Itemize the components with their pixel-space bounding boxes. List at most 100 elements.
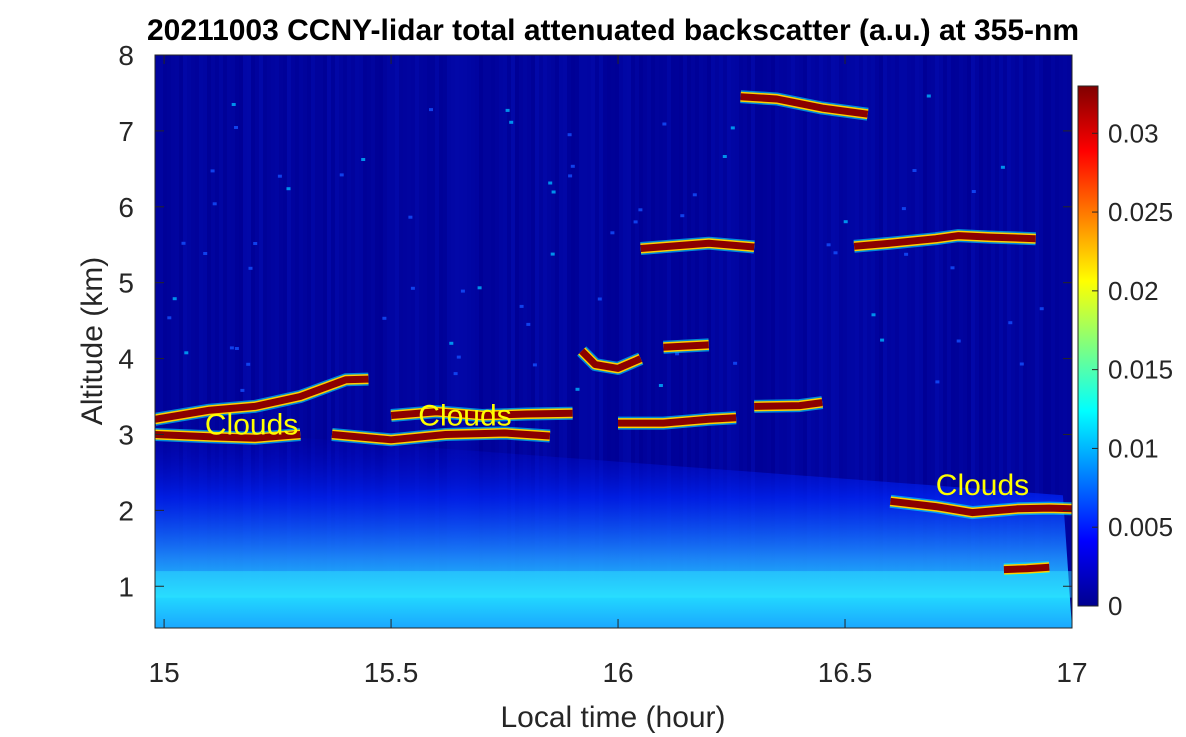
speckle bbox=[277, 174, 282, 178]
cloud-layers bbox=[155, 90, 1072, 577]
profile-stripe bbox=[171, 55, 175, 628]
speckle bbox=[229, 346, 234, 350]
boundary-layer-aerosol bbox=[155, 426, 1072, 628]
profile-stripe bbox=[547, 55, 551, 628]
profile-stripe bbox=[299, 55, 303, 628]
speckle bbox=[231, 103, 236, 106]
speckle bbox=[1019, 362, 1024, 366]
profile-stripe bbox=[475, 55, 479, 628]
speckle bbox=[509, 120, 514, 124]
x-axis: 15 15.5 16 16.5 17 bbox=[149, 55, 1088, 688]
profile-stripe bbox=[219, 55, 223, 628]
profile-stripe bbox=[267, 55, 271, 628]
speckle bbox=[456, 355, 461, 359]
chart-title: 20211003 CCNY-lidar total attenuated bac… bbox=[147, 14, 1079, 47]
cloud-layer-low-1 bbox=[155, 428, 301, 445]
cloud-layer-low-right bbox=[889, 494, 1072, 520]
colorbar-tick-label: 0.03 bbox=[1108, 118, 1159, 148]
profile-stripe bbox=[487, 55, 491, 628]
profile-stripe bbox=[751, 55, 755, 628]
profile-stripe bbox=[471, 55, 475, 628]
speckle bbox=[449, 341, 454, 345]
profile-stripe bbox=[499, 55, 503, 628]
profile-stripe bbox=[523, 55, 527, 628]
profile-stripe bbox=[1051, 55, 1055, 628]
profile-stripe bbox=[155, 55, 159, 628]
profile-stripe bbox=[659, 55, 663, 628]
speckle bbox=[248, 266, 253, 270]
speckle bbox=[568, 174, 573, 178]
profile-stripe bbox=[743, 55, 747, 628]
profile-stripe bbox=[971, 55, 975, 628]
y-tick-label: 7 bbox=[118, 116, 134, 147]
profile-stripe bbox=[871, 55, 875, 628]
profile-stripe bbox=[327, 55, 331, 628]
colorbar-tick-label: 0.025 bbox=[1108, 197, 1173, 227]
speckle bbox=[210, 169, 215, 173]
profile-stripe bbox=[211, 55, 215, 628]
speckle bbox=[339, 173, 344, 177]
profile-stripe bbox=[811, 55, 815, 628]
colorbar-tick-label: 0.015 bbox=[1108, 355, 1173, 385]
profile-stripe bbox=[503, 55, 507, 628]
profile-stripe bbox=[339, 55, 343, 628]
profile-stripe bbox=[787, 55, 791, 628]
speckle bbox=[1000, 165, 1005, 169]
x-axis-label: Local time (hour) bbox=[500, 701, 725, 734]
profile-stripe bbox=[511, 55, 515, 628]
profile-stripe bbox=[447, 55, 451, 628]
profile-stripe bbox=[819, 55, 823, 628]
speckle bbox=[730, 126, 735, 130]
speckle bbox=[167, 316, 172, 320]
profile-stripe bbox=[551, 55, 555, 628]
profile-stripe bbox=[319, 55, 323, 628]
plot-frame bbox=[154, 54, 1073, 629]
cloud-layer-mid-4 bbox=[754, 396, 824, 413]
profile-stripe bbox=[1027, 55, 1031, 628]
profile-stripe bbox=[823, 55, 827, 628]
profile-stripe bbox=[1059, 55, 1063, 628]
profile-stripe bbox=[623, 55, 627, 628]
colorbar-ticks: 0 0.005 0.01 0.015 0.02 0.025 0.03 bbox=[1092, 118, 1173, 621]
cloud-annotation: Clouds bbox=[936, 469, 1029, 502]
profile-stripe bbox=[411, 55, 415, 628]
profile-stripe bbox=[463, 55, 467, 628]
profile-stripe bbox=[895, 55, 899, 628]
profile-stripe bbox=[975, 55, 979, 628]
cloud-layer-upper-2 bbox=[853, 229, 1036, 253]
colorbar-tick-label: 0.005 bbox=[1108, 512, 1173, 542]
profile-stripe bbox=[1015, 55, 1019, 628]
y-tick-label: 1 bbox=[118, 571, 134, 602]
speckle bbox=[826, 243, 831, 247]
x-tick-label: 16.5 bbox=[818, 657, 873, 688]
speckle bbox=[950, 266, 955, 270]
speckle bbox=[662, 122, 667, 126]
speckle bbox=[477, 286, 482, 290]
profile-stripe bbox=[391, 55, 395, 628]
cloud-core bbox=[155, 431, 301, 442]
profile-stripe bbox=[887, 55, 891, 628]
speckle bbox=[410, 286, 415, 290]
cloud-layer-mid-5 bbox=[663, 338, 710, 354]
cloud-layer-top bbox=[740, 90, 869, 121]
colorbar-frame bbox=[1077, 85, 1099, 607]
speckle bbox=[253, 242, 258, 245]
speckle bbox=[633, 220, 638, 224]
profile-stripe bbox=[1039, 55, 1043, 628]
profile-stripe bbox=[275, 55, 279, 628]
cloud-core bbox=[155, 375, 369, 423]
cloud-core bbox=[1003, 563, 1050, 574]
x-tick-label: 15.5 bbox=[364, 657, 419, 688]
profile-stripe bbox=[359, 55, 363, 628]
speckle bbox=[680, 214, 685, 218]
profile-stripe bbox=[783, 55, 787, 628]
profile-stripe bbox=[259, 55, 263, 628]
profile-stripe bbox=[643, 55, 647, 628]
profile-stripe bbox=[947, 55, 951, 628]
speckle bbox=[429, 108, 433, 112]
speckle bbox=[567, 133, 572, 137]
profile-stripe bbox=[723, 55, 727, 628]
speckle bbox=[212, 202, 217, 206]
speckle bbox=[692, 193, 697, 197]
profile-stripe bbox=[559, 55, 563, 628]
